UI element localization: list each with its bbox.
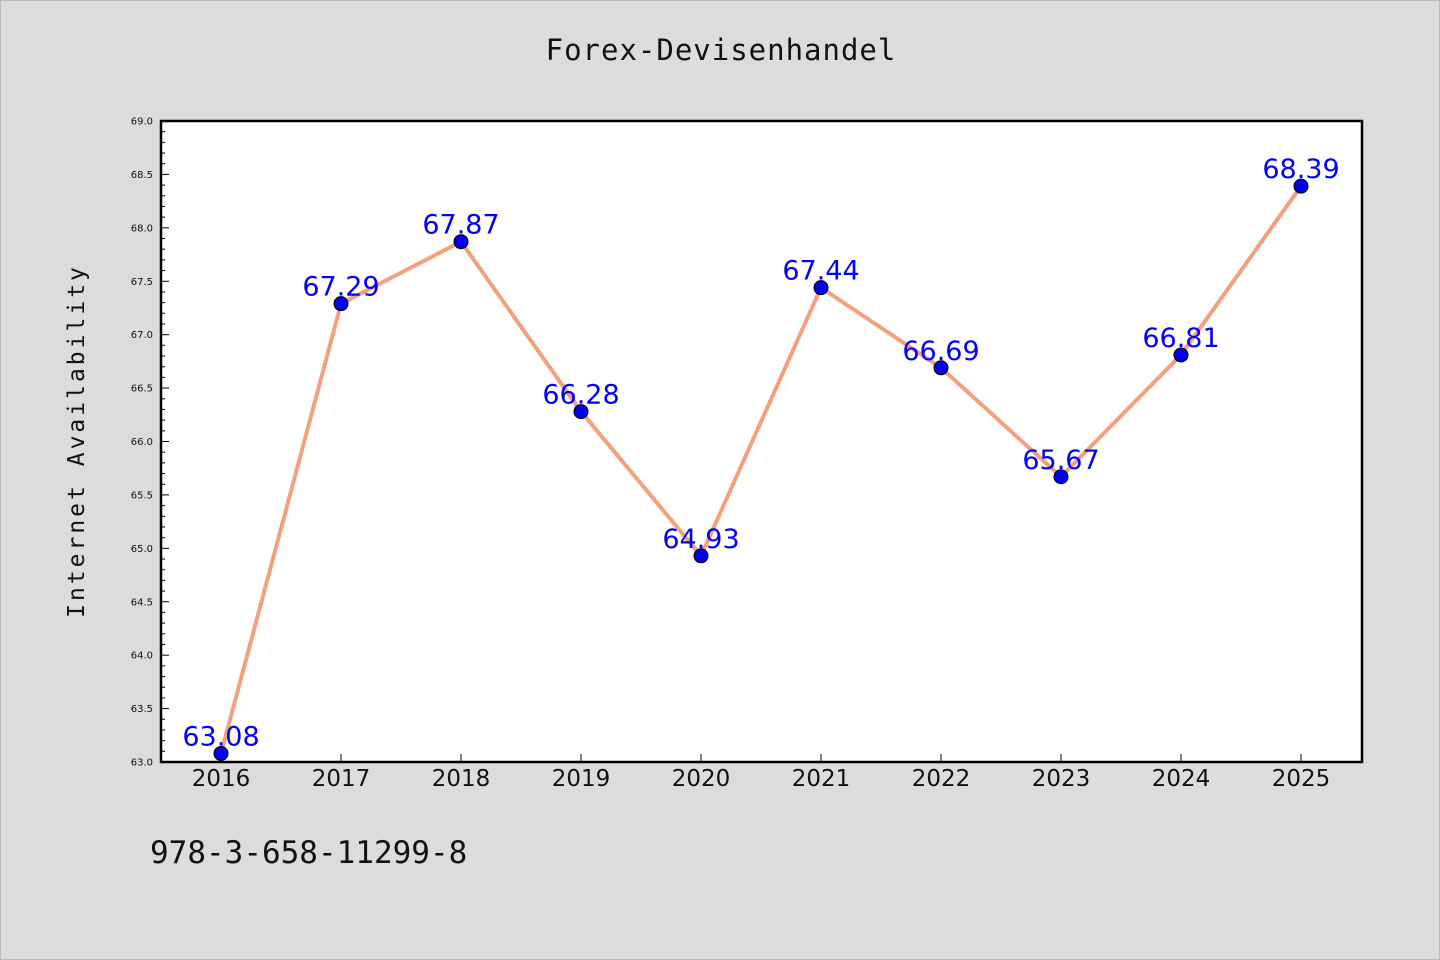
data-point <box>1293 178 1309 194</box>
y-tick-label: 67.0 <box>131 330 153 341</box>
data-point <box>1173 347 1189 363</box>
data-point <box>333 296 349 312</box>
x-tick-label: 2016 <box>192 766 251 792</box>
y-tick-label: 64.0 <box>131 651 153 662</box>
x-tick-label: 2024 <box>1152 766 1211 792</box>
x-tick-label: 2017 <box>312 766 371 792</box>
footer-code: 978-3-658-11299-8 <box>150 835 468 871</box>
y-tick-label: 66.5 <box>131 384 153 395</box>
y-tick-label: 63.0 <box>131 758 153 769</box>
data-point <box>693 548 709 564</box>
data-point <box>453 234 469 250</box>
data-label: 66.69 <box>902 336 979 367</box>
y-tick-label: 63.5 <box>131 704 153 715</box>
x-tick-label: 2025 <box>1272 766 1331 792</box>
plot-area <box>161 121 1362 762</box>
data-label: 63.08 <box>182 721 259 752</box>
data-label: 66.28 <box>542 380 619 411</box>
data-point <box>813 280 829 296</box>
y-tick-label: 68.0 <box>131 223 153 234</box>
data-point <box>213 745 229 761</box>
x-tick-label: 2018 <box>432 766 491 792</box>
data-label: 67.29 <box>302 272 379 303</box>
data-label: 64.93 <box>662 524 739 555</box>
series-line <box>219 184 1303 756</box>
y-tick-label: 68.5 <box>131 170 153 181</box>
data-label: 68.39 <box>1262 154 1339 185</box>
data-label: 67.87 <box>422 210 499 241</box>
x-tick-label: 2019 <box>552 766 611 792</box>
y-tick-label: 67.5 <box>131 277 153 288</box>
y-tick-label: 69.0 <box>131 117 153 128</box>
x-tick-label: 2022 <box>912 766 971 792</box>
data-point <box>573 404 589 420</box>
x-tick-label: 2023 <box>1032 766 1091 792</box>
data-point <box>933 360 949 376</box>
y-tick-label: 65.5 <box>131 490 153 501</box>
data-label: 67.44 <box>782 256 859 287</box>
plot-frame <box>159 119 1364 764</box>
y-tick-label: 66.0 <box>131 437 153 448</box>
data-point <box>1053 469 1069 485</box>
data-label: 66.81 <box>1142 323 1219 354</box>
y-tick-label: 64.5 <box>131 597 153 608</box>
y-tick-label: 65.0 <box>131 544 153 555</box>
data-label: 65.67 <box>1022 445 1099 476</box>
x-tick-label: 2020 <box>672 766 731 792</box>
chart-title: Forex-Devisenhandel <box>545 33 897 67</box>
x-tick-label: 2021 <box>792 766 851 792</box>
